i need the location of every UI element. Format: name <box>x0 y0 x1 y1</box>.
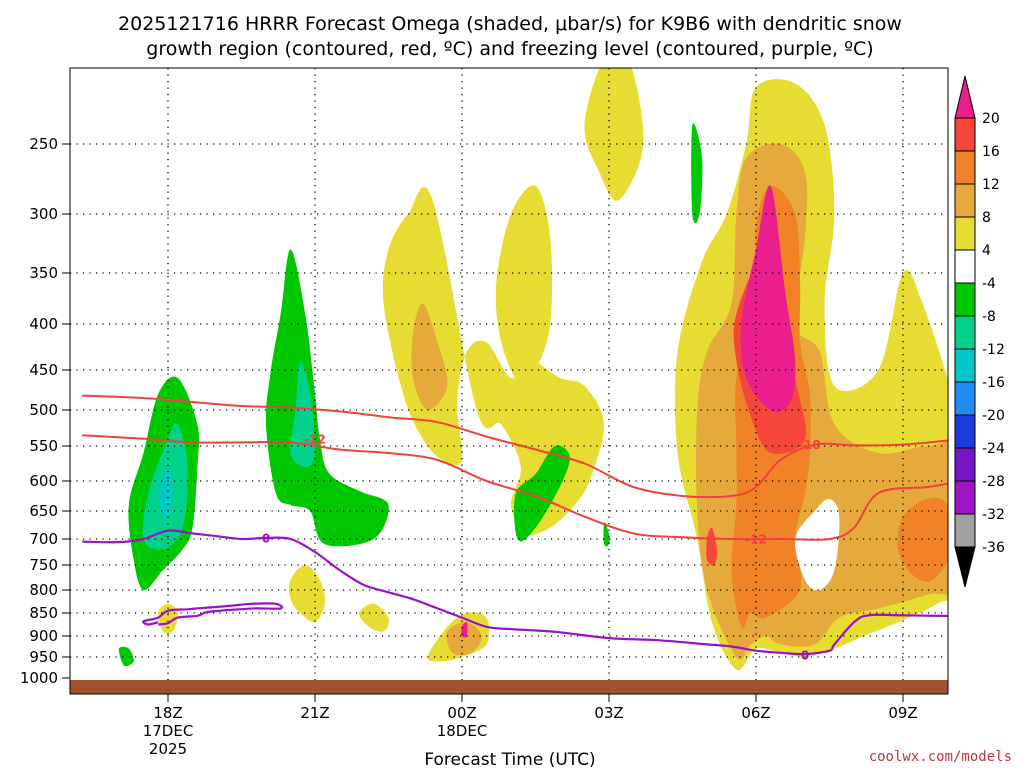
omega-region-neg4 <box>603 521 610 547</box>
colorbar-bottom-arrow <box>954 546 976 588</box>
surface-terrain-band <box>70 680 948 694</box>
colorbar-tick-label: -32 <box>982 507 1005 523</box>
plot-frame <box>69 67 949 695</box>
colorbar: 20 16 12 8 4 -4 -8 -12 -16 -20 -24 -28 -32 -36 <box>954 75 1005 588</box>
y-axis-tick-label: 250 <box>29 135 58 153</box>
colorbar-tick-label: -12 <box>982 342 1005 358</box>
omega-region-20 <box>740 185 796 412</box>
y-axis-tick-label: 750 <box>29 556 58 574</box>
y-axis-tick-label: 350 <box>29 264 58 282</box>
y-axis-tick-label: 850 <box>29 604 58 622</box>
colorbar-tick-label: 8 <box>982 210 991 226</box>
colorbar-tick-label: 20 <box>982 111 1000 127</box>
x-axis-tick-label: 03Z <box>594 704 623 722</box>
dendritic-contour-label: -12 <box>304 432 326 446</box>
omega-region-16 <box>706 527 717 566</box>
colorbar-top-arrow <box>954 75 976 119</box>
omega-region-neg12 <box>158 467 173 520</box>
y-axis-tick-label: 1000 <box>20 669 58 687</box>
x-axis-tick-label: 09Z <box>888 704 917 722</box>
colorbar-segment <box>954 117 976 152</box>
colorbar-tick-label: -4 <box>982 276 996 292</box>
omega-region-neg4 <box>691 123 703 224</box>
colorbar-tick-label: 12 <box>982 177 1000 193</box>
y-axis-ticks: 250 300 350 400 450 500 550 600 650 700 750 800 850 9… <box>20 135 70 687</box>
omega-region-4 <box>288 565 325 623</box>
omega-region-neg4 <box>265 249 389 547</box>
surface-band <box>70 680 948 694</box>
omega-region-neg8 <box>290 360 316 467</box>
x-axis-title: Forecast Time (UTC) <box>424 750 595 768</box>
x-axis-tick-year: 2025 <box>149 740 187 758</box>
y-axis-tick-label: 300 <box>29 205 58 223</box>
colorbar-segment <box>954 315 976 350</box>
x-axis-tick-label: 00Z <box>447 704 476 722</box>
chart-title-line-1: 2025121716 HRRR Forecast Omega (shaded, … <box>118 13 902 35</box>
dendritic-contour-label: -18 <box>799 438 821 452</box>
x-axis-tick-label: 21Z <box>300 704 329 722</box>
colorbar-segment <box>954 282 976 317</box>
dendritic-contour-line <box>82 394 948 499</box>
colorbar-segment <box>954 381 976 416</box>
y-axis-tick-label: 550 <box>29 437 58 455</box>
omega-region-neg4 <box>514 445 570 542</box>
colorbar-tick-label: -20 <box>982 408 1005 424</box>
colorbar-tick-label: -24 <box>982 441 1005 457</box>
colorbar-segment <box>954 216 976 251</box>
freezing-level-contour-label: 0 <box>801 648 809 662</box>
omega-white-region <box>794 498 840 591</box>
y-axis-tick-label: 700 <box>29 530 58 548</box>
colorbar-tick-label: -16 <box>982 375 1005 391</box>
y-axis-tick-label: 450 <box>29 361 58 379</box>
y-axis-tick-label: 800 <box>29 581 58 599</box>
omega-region-4 <box>158 603 178 634</box>
dendritic-contour-label: -12 <box>745 533 767 547</box>
x-axis-tick-label: 06Z <box>741 704 770 722</box>
y-axis-tick-label: 950 <box>29 648 58 666</box>
colorbar-tick-label: -8 <box>982 309 996 325</box>
colorbar-segment <box>954 414 976 449</box>
colorbar-tick-label: -28 <box>982 474 1005 490</box>
x-axis-tick-label: 18Z <box>153 704 182 722</box>
x-axis-tick-date: 18DEC <box>437 722 488 740</box>
colorbar-segment <box>954 249 976 284</box>
omega-region-20 <box>461 621 468 638</box>
colorbar-tick-label: -36 <box>982 540 1005 556</box>
contour-lines: -12 -12 -18 0 0 <box>82 394 948 662</box>
y-axis-tick-label: 400 <box>29 315 58 333</box>
y-axis-tick-label: 900 <box>29 627 58 645</box>
y-axis-tick-label: 600 <box>29 472 58 490</box>
y-axis-tick-label: 650 <box>29 502 58 520</box>
chart-title-line-2: growth region (contoured, red, ºC) and f… <box>146 38 873 60</box>
omega-region-neg4 <box>118 646 134 667</box>
colorbar-segment <box>954 447 976 482</box>
freezing-level-contour-line <box>82 529 948 656</box>
colorbar-segment <box>954 183 976 218</box>
omega-region-4 <box>584 68 644 201</box>
x-axis-tick-date: 17DEC <box>143 722 194 740</box>
omega-region-12 <box>897 497 948 582</box>
omega-shading <box>118 68 948 671</box>
omega-region-8 <box>411 303 448 411</box>
omega-region-8 <box>446 622 482 656</box>
colorbar-tick-label: 16 <box>982 144 1000 160</box>
colorbar-tick-label: 4 <box>982 243 991 259</box>
colorbar-segment <box>954 150 976 185</box>
freezing-level-contour-label: 0 <box>262 531 270 545</box>
colorbar-segment <box>954 348 976 383</box>
omega-region-4 <box>359 603 389 632</box>
freezing-level-contour-line <box>142 602 284 626</box>
omega-region-4 <box>495 185 553 388</box>
y-axis-tick-label: 500 <box>29 401 58 419</box>
dendritic-contour-line <box>82 434 948 541</box>
omega-region-4 <box>382 187 605 535</box>
colorbar-segment <box>954 480 976 515</box>
credit-text[interactable]: coolwx.com/models <box>869 749 1012 765</box>
colorbar-segment <box>954 513 976 548</box>
grid-lines <box>70 68 948 680</box>
